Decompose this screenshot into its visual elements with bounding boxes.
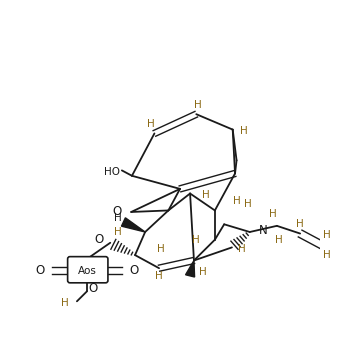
Text: H: H: [194, 100, 202, 110]
Text: H: H: [269, 209, 277, 219]
Text: H: H: [238, 244, 246, 254]
Text: H: H: [200, 267, 207, 277]
Text: H: H: [202, 190, 209, 200]
Text: H: H: [157, 244, 164, 254]
Text: H: H: [240, 126, 247, 136]
Text: H: H: [244, 199, 251, 209]
Text: HO: HO: [104, 167, 120, 177]
Text: H: H: [61, 298, 69, 308]
Text: O: O: [35, 264, 44, 277]
Text: H: H: [192, 235, 200, 245]
Text: H: H: [233, 196, 240, 206]
Text: H: H: [275, 235, 283, 245]
Text: O: O: [89, 282, 98, 295]
Text: N: N: [259, 224, 268, 237]
Text: H: H: [114, 213, 122, 223]
Polygon shape: [121, 218, 145, 232]
Text: H: H: [323, 230, 331, 240]
FancyBboxPatch shape: [67, 256, 108, 283]
Polygon shape: [186, 261, 195, 277]
Text: H: H: [147, 119, 155, 129]
Text: H: H: [114, 227, 122, 237]
Text: H: H: [323, 250, 331, 260]
Text: O: O: [113, 206, 122, 219]
Text: O: O: [95, 233, 104, 246]
Text: Aos: Aos: [77, 265, 97, 276]
Text: O: O: [130, 264, 139, 277]
Text: H: H: [155, 271, 163, 281]
Text: H: H: [296, 219, 304, 229]
